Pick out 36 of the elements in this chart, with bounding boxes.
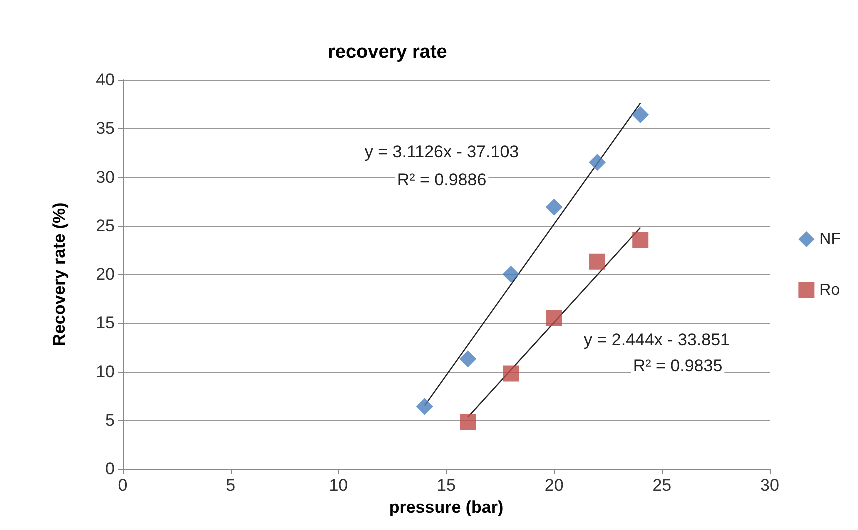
y-tick-label: 25: [96, 216, 115, 236]
y-tick-label: 35: [96, 119, 115, 138]
annotation: y = 2.444x - 33.851: [584, 330, 730, 350]
x-axis-title: pressure (bar): [389, 498, 504, 517]
point: [546, 310, 562, 326]
y-tick-label: 20: [96, 265, 115, 284]
y-tick-label: 30: [96, 168, 115, 187]
x-tick-label: 20: [544, 476, 564, 495]
point: [502, 266, 520, 283]
annotation: y = 3.1126x - 37.103: [364, 142, 520, 162]
y-tick-label: 15: [96, 314, 115, 333]
x-tick-label: 5: [226, 476, 236, 495]
point: [588, 154, 606, 172]
annotation: R² = 0.9886: [397, 170, 487, 190]
legend-label: Ro: [820, 282, 840, 299]
point: [632, 106, 650, 124]
x-tick-label: 25: [652, 476, 672, 495]
x-tick-label: 15: [437, 476, 456, 495]
y-tick-label: 5: [106, 410, 115, 430]
legend-label: NF: [820, 231, 842, 248]
y-tick-label: 10: [96, 362, 115, 382]
y-tick-label: 40: [96, 70, 115, 90]
x-tick-label: 0: [118, 476, 128, 495]
x-tick-label: 10: [329, 476, 348, 495]
point: [460, 350, 477, 368]
annotation: R² = 0.9835: [633, 356, 723, 376]
point: [546, 198, 563, 216]
x-tick-label: 30: [760, 476, 780, 495]
point: [503, 366, 520, 382]
y-tick-label: 0: [106, 460, 115, 478]
point: [632, 232, 649, 248]
point: [589, 254, 606, 270]
point: [416, 398, 434, 416]
chart-title: recovery rate: [328, 42, 448, 63]
point: [460, 414, 476, 430]
y-axis-title: Recovery rate (%): [50, 202, 69, 346]
